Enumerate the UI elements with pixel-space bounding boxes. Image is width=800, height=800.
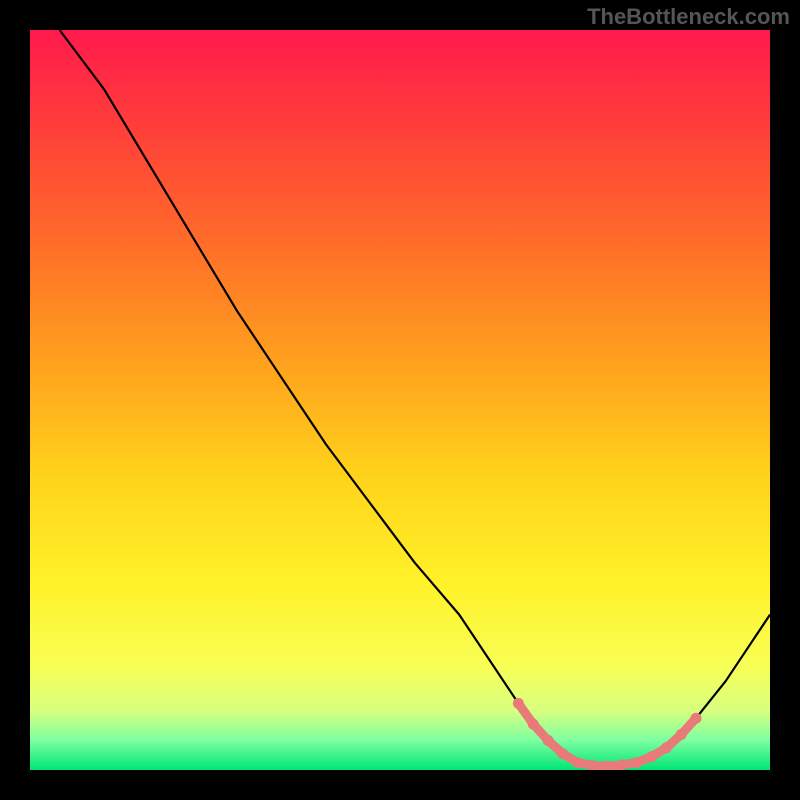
chart-container: TheBottleneck.com <box>0 0 800 800</box>
chart-background <box>30 30 770 770</box>
highlight-marker <box>557 748 568 759</box>
highlight-marker <box>572 757 583 768</box>
highlight-marker <box>543 735 554 746</box>
highlight-marker <box>617 759 628 770</box>
chart-svg <box>30 30 770 770</box>
watermark-text: TheBottleneck.com <box>587 4 790 30</box>
highlight-marker <box>631 757 642 768</box>
highlight-marker <box>646 751 657 762</box>
highlight-marker <box>513 698 524 709</box>
highlight-marker <box>661 742 672 753</box>
highlight-marker <box>528 719 539 730</box>
highlight-marker <box>676 729 687 740</box>
highlight-marker <box>691 713 702 724</box>
